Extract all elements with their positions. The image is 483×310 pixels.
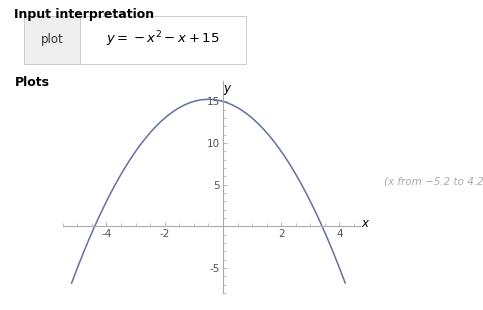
FancyBboxPatch shape: [24, 16, 80, 64]
Text: (x from −5.2 to 4.2): (x from −5.2 to 4.2): [384, 176, 483, 186]
Text: plot: plot: [41, 33, 63, 46]
FancyBboxPatch shape: [24, 16, 246, 64]
Text: Plots: Plots: [14, 76, 49, 89]
Text: Input interpretation: Input interpretation: [14, 8, 155, 21]
Text: y: y: [223, 82, 230, 95]
Text: $y = -x^2 - x + 15$: $y = -x^2 - x + 15$: [106, 30, 220, 49]
Text: x: x: [361, 217, 369, 230]
